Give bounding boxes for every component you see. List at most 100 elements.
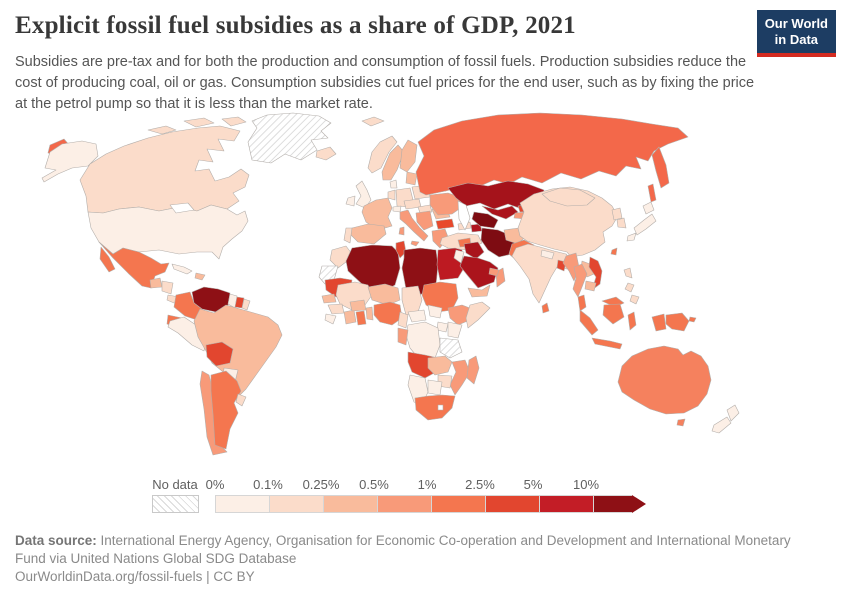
country-norway-svalbard[interactable]: [361, 116, 385, 127]
country-bulgaria[interactable]: [435, 218, 455, 230]
country-nepal[interactable]: [540, 249, 555, 260]
country-senegal[interactable]: [321, 293, 337, 304]
country-saudi-arabia[interactable]: [459, 255, 499, 289]
country-ireland[interactable]: [345, 195, 356, 207]
country-vietnam[interactable]: [588, 256, 603, 291]
country-uae[interactable]: [488, 267, 500, 277]
country-norway[interactable]: [367, 135, 398, 174]
country-usa-alaska[interactable]: [41, 140, 99, 183]
country-russia-sakhalin[interactable]: [647, 183, 657, 203]
country-french-guiana[interactable]: [241, 298, 251, 311]
legend-bucket-2[interactable]: [323, 495, 377, 513]
country-honduras[interactable]: [161, 280, 174, 295]
country-north-korea[interactable]: [611, 207, 623, 221]
country-finland[interactable]: [399, 139, 418, 173]
country-gabon[interactable]: [397, 327, 409, 346]
country-indonesia-java[interactable]: [591, 337, 623, 350]
country-yemen[interactable]: [467, 284, 491, 298]
country-burkina-faso[interactable]: [349, 299, 367, 312]
country-italy[interactable]: [399, 209, 429, 242]
country-spain[interactable]: [349, 223, 387, 245]
country-togo-benin[interactable]: [365, 306, 374, 321]
country-baltics[interactable]: [405, 171, 418, 186]
country-guinea[interactable]: [327, 303, 345, 315]
legend-no-data-swatch[interactable]: [152, 495, 199, 513]
country-madagascar[interactable]: [466, 355, 480, 385]
legend-bucket-0[interactable]: [215, 495, 269, 513]
legend-bucket-4[interactable]: [431, 495, 485, 513]
footer-link[interactable]: OurWorldinData.org/fossil-fuels: [15, 569, 203, 584]
country-uruguay[interactable]: [235, 393, 247, 407]
country-taiwan[interactable]: [610, 247, 618, 256]
country-argentina[interactable]: [210, 370, 242, 450]
country-canada-arctic-1[interactable]: [147, 125, 177, 135]
country-sierra-leone[interactable]: [324, 313, 337, 325]
country-ukraine[interactable]: [429, 192, 463, 216]
country-philippines-mindanao[interactable]: [629, 294, 640, 305]
country-ivory-coast[interactable]: [343, 309, 357, 325]
country-dominican-republic[interactable]: [194, 272, 206, 281]
country-uganda[interactable]: [436, 321, 449, 333]
country-russia-kamchatka[interactable]: [651, 146, 670, 189]
country-peru[interactable]: [167, 316, 207, 352]
country-usa[interactable]: [87, 204, 249, 260]
country-indonesia-sumatra[interactable]: [579, 309, 599, 336]
country-iraq[interactable]: [463, 241, 485, 260]
country-bolivia[interactable]: [205, 341, 234, 367]
country-uzbekistan[interactable]: [481, 205, 519, 220]
country-indonesia-sulawesi[interactable]: [627, 311, 637, 331]
country-denmark[interactable]: [389, 179, 398, 189]
country-philippines-luzon[interactable]: [623, 267, 633, 279]
country-ghana[interactable]: [355, 310, 367, 326]
country-australia[interactable]: [617, 345, 712, 415]
country-indonesia-kalimantan[interactable]: [602, 303, 625, 325]
country-cuba[interactable]: [171, 263, 193, 275]
country-sri-lanka[interactable]: [541, 302, 550, 314]
country-guatemala[interactable]: [149, 277, 163, 289]
country-india[interactable]: [511, 243, 573, 304]
country-malaysia-peninsula[interactable]: [577, 294, 587, 312]
country-france[interactable]: [361, 197, 393, 231]
legend-bucket-1[interactable]: [269, 495, 323, 513]
country-balkans[interactable]: [415, 210, 434, 231]
country-zambia[interactable]: [427, 355, 453, 376]
country-mexico-baja[interactable]: [99, 246, 116, 273]
country-south-korea[interactable]: [616, 217, 627, 229]
country-russia[interactable]: [415, 112, 689, 196]
legend-bucket-5[interactable]: [485, 495, 539, 513]
country-kenya[interactable]: [447, 321, 463, 339]
country-italy-sicily[interactable]: [410, 240, 420, 247]
country-central-african-republic[interactable]: [407, 309, 427, 323]
country-indonesia-papua[interactable]: [651, 313, 667, 332]
country-china[interactable]: [517, 186, 619, 258]
country-philippines-visayas[interactable]: [624, 282, 635, 293]
country-mexico[interactable]: [98, 241, 170, 289]
country-turkmenistan[interactable]: [471, 211, 499, 229]
country-south-africa[interactable]: [414, 394, 456, 421]
legend-bucket-6[interactable]: [539, 495, 593, 513]
country-mongolia[interactable]: [541, 187, 596, 207]
country-new-zealand-south[interactable]: [711, 416, 732, 434]
legend-bucket-7[interactable]: [593, 495, 632, 513]
country-canada-arctic-3[interactable]: [221, 116, 247, 127]
country-new-zealand-north[interactable]: [726, 404, 740, 422]
country-papua-new-guinea-islands[interactable]: [688, 316, 697, 323]
country-australia-tasmania[interactable]: [676, 418, 686, 427]
country-cambodia[interactable]: [584, 280, 597, 292]
country-canada-arctic-2[interactable]: [183, 117, 215, 128]
country-italy-sardinia[interactable]: [398, 226, 405, 236]
country-portugal[interactable]: [343, 227, 353, 244]
country-benelux[interactable]: [387, 189, 396, 201]
country-japan-hokkaido[interactable]: [642, 201, 655, 215]
country-japan-honshu[interactable]: [633, 213, 657, 236]
country-niger[interactable]: [367, 283, 401, 306]
country-south-sudan[interactable]: [427, 304, 443, 319]
country-botswana[interactable]: [427, 379, 443, 396]
owid-logo[interactable]: Our World in Data: [756, 10, 836, 58]
country-somalia[interactable]: [465, 301, 491, 329]
country-canada[interactable]: [79, 125, 250, 214]
country-thailand[interactable]: [572, 263, 588, 298]
country-greenland[interactable]: [247, 112, 332, 164]
legend-bucket-3[interactable]: [377, 495, 431, 513]
country-tunisia[interactable]: [395, 240, 407, 259]
